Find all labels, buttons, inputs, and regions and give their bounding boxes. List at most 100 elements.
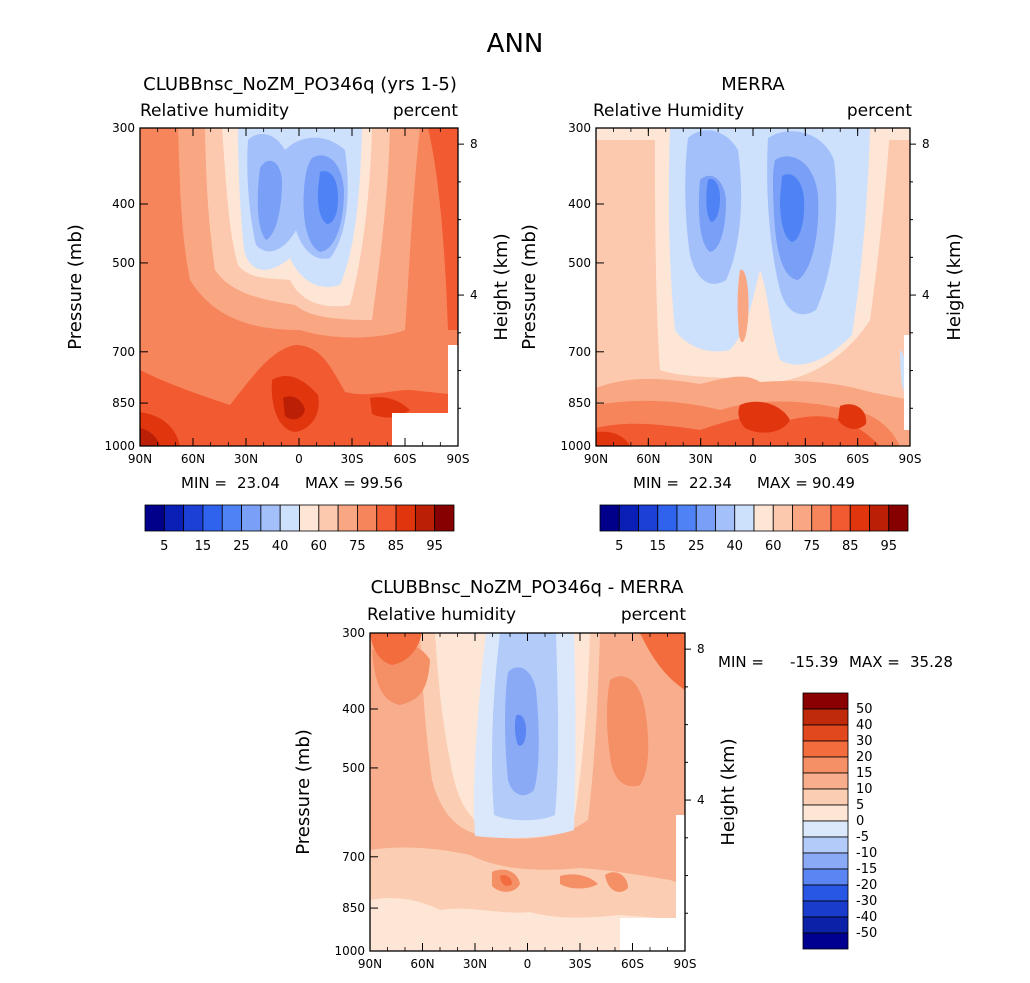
y-tick-label: 500 <box>568 256 591 270</box>
panel-diff-axes: 90N 60N 30N 0 30S 60S 90S 300 400 500 700 850 1000 4 8 <box>334 626 704 971</box>
panel-diff-max-value: 35.28 <box>910 653 953 671</box>
colorbar-swatch <box>299 504 320 532</box>
colorbar-label: 60 <box>765 539 782 554</box>
contour-band <box>370 397 410 418</box>
contour-band <box>283 396 305 420</box>
contour-band <box>737 269 749 343</box>
colorbar-swatch <box>802 804 849 822</box>
panel-diff-min-label: MIN = <box>718 653 764 671</box>
y-tick-label: 850 <box>112 396 135 410</box>
colorbar-swatch <box>802 900 849 918</box>
colorbar-swatch <box>414 504 436 532</box>
x-tick-label: 30S <box>794 452 817 466</box>
panel-model-min-label: MIN = <box>181 474 227 492</box>
missing-data-region <box>448 345 458 415</box>
colorbar-label: -5 <box>856 830 869 845</box>
colorbar-swatch <box>888 504 909 532</box>
missing-data-region <box>392 413 458 446</box>
colorbar-swatch <box>802 724 849 742</box>
colorbar-swatch <box>318 504 339 532</box>
x-tick-label: 30S <box>341 452 364 466</box>
x-tick-label: 60S <box>846 452 869 466</box>
y2-tick-label: 8 <box>470 137 478 151</box>
colorbar-swatch <box>638 504 659 532</box>
colorbar-label: 15 <box>649 539 666 554</box>
y-tick-label: 850 <box>342 901 365 915</box>
y2-tick-label: 4 <box>922 288 930 302</box>
colorbar-swatch <box>734 504 755 532</box>
colorbar-swatch <box>802 772 849 790</box>
colorbar-swatch <box>830 504 851 532</box>
colorbar-label: 50 <box>856 702 873 717</box>
panel-merra-ylabel: Pressure (mb) <box>519 224 540 350</box>
colorbar-label: 10 <box>856 782 873 797</box>
panel-model: CLUBBnsc_NoZM_PO346q (yrs 1-5) Relative … <box>65 74 512 554</box>
y-tick-label: 500 <box>342 761 365 775</box>
colorbar-swatch <box>849 504 870 532</box>
colorbar-swatch <box>618 504 639 532</box>
colorbar-label: 30 <box>856 734 873 749</box>
colorbar-label: -30 <box>856 894 877 909</box>
colorbar-swatch <box>221 504 242 532</box>
contour-band <box>257 160 282 240</box>
colorbar-swatch <box>715 504 736 532</box>
colorbar-label: 15 <box>195 539 212 554</box>
panel-model-contours <box>140 128 458 446</box>
contour-band <box>370 898 685 951</box>
contour-band <box>317 171 338 224</box>
colorbar-swatch <box>144 504 165 532</box>
colorbar-label: 5 <box>160 539 168 554</box>
panel-model-min-value: 23.04 <box>237 474 280 492</box>
contour-band <box>738 401 790 433</box>
colorbar-swatch <box>802 884 849 902</box>
colorbar-label: 5 <box>615 539 623 554</box>
y2-tick-label: 4 <box>470 288 478 302</box>
colorbar-swatch <box>802 692 849 710</box>
x-tick-label: 60N <box>181 452 205 466</box>
colorbar-swatch <box>792 504 813 532</box>
y-tick-label: 700 <box>112 345 135 359</box>
y2-tick-label: 8 <box>922 137 930 151</box>
contour-band <box>428 128 458 330</box>
colorbar-label: 85 <box>388 539 405 554</box>
colorbar-swatch <box>202 504 223 532</box>
contour-band <box>140 428 160 446</box>
colorbar-label: 75 <box>803 539 820 554</box>
contour-band <box>640 633 685 690</box>
y-tick-label: 700 <box>568 345 591 359</box>
y-tick-label: 400 <box>112 197 135 211</box>
panel-merra-min-label: MIN = <box>633 474 679 492</box>
colorbar-label: -20 <box>856 878 877 893</box>
x-tick-label: 30S <box>569 957 592 971</box>
missing-data-region <box>904 335 910 430</box>
y-tick-label: 850 <box>568 396 591 410</box>
contour-band <box>706 179 720 222</box>
panel-model-axes: 90N 60N 30N 0 30S 60S 90S 300 400 500 700 850 1000 4 8 <box>104 121 477 466</box>
contour-band <box>605 872 628 892</box>
panel-merra: MERRA Relative Humidity percent 90N 60N 3 <box>519 74 965 554</box>
y-tick-label: 700 <box>342 850 365 864</box>
panel-diff-ylabel: Pressure (mb) <box>293 729 314 855</box>
colorbar-swatch <box>241 504 262 532</box>
y-tick-label: 400 <box>342 702 365 716</box>
colorbar-swatch <box>802 788 849 806</box>
y-tick-label: 400 <box>568 197 591 211</box>
y-tick-label: 300 <box>112 121 135 135</box>
colorbar-swatch <box>802 836 849 854</box>
colorbar-swatch <box>337 504 358 532</box>
panel-diff-units: percent <box>621 605 686 625</box>
colorbar-label: -50 <box>856 926 877 941</box>
colorbar-swatch <box>599 504 620 532</box>
x-tick-label: 0 <box>749 452 757 466</box>
colorbar-swatch <box>434 504 455 532</box>
colorbar-swatch <box>802 868 849 886</box>
panel-model-max-value: 99.56 <box>360 474 403 492</box>
y-tick-label: 1000 <box>560 439 591 453</box>
x-tick-label: 30N <box>689 452 713 466</box>
panel-diff-min-value: -15.39 <box>790 653 838 671</box>
missing-data-region <box>676 815 685 918</box>
missing-data-region <box>620 918 685 951</box>
contour-band <box>560 874 598 889</box>
contour-band <box>607 676 649 787</box>
